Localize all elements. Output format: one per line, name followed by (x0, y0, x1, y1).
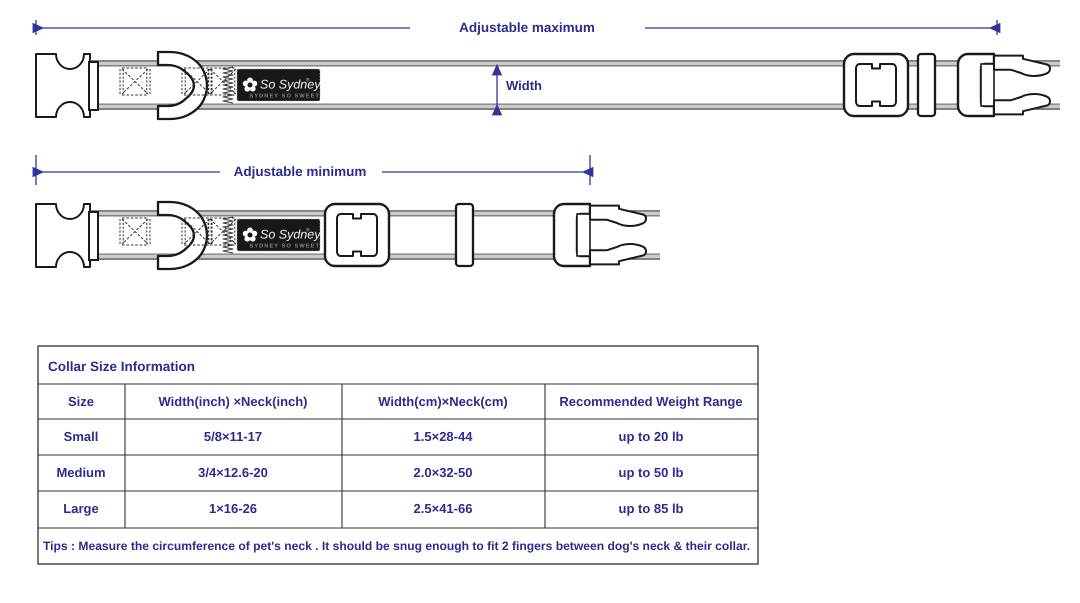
svg-text:Collar Size Information: Collar Size Information (48, 359, 195, 374)
svg-text:1×16-26: 1×16-26 (209, 501, 257, 516)
svg-text:Width(cm)×Neck(cm): Width(cm)×Neck(cm) (378, 394, 508, 409)
svg-text:up to 20 lb: up to 20 lb (619, 429, 684, 444)
svg-text:Width(inch) ×Neck(inch): Width(inch) ×Neck(inch) (158, 394, 307, 409)
svg-text:Width: Width (506, 78, 542, 93)
svg-text:2.5×41-66: 2.5×41-66 (414, 501, 473, 516)
svg-text:1.5×28-44: 1.5×28-44 (414, 429, 474, 444)
svg-text:Tips : Measure the circumferen: Tips : Measure the circumference of pet'… (43, 539, 750, 553)
svg-text:up to 85 lb: up to 85 lb (619, 501, 684, 516)
svg-text:3/4×12.6-20: 3/4×12.6-20 (198, 465, 268, 480)
svg-text:Small: Small (64, 429, 99, 444)
svg-text:Medium: Medium (56, 465, 105, 480)
svg-text:2.0×32-50: 2.0×32-50 (414, 465, 473, 480)
svg-text:Recommended Weight Range: Recommended Weight Range (559, 394, 742, 409)
svg-text:Large: Large (63, 501, 98, 516)
svg-text:Adjustable minimum: Adjustable minimum (234, 164, 367, 179)
svg-text:Adjustable maximum: Adjustable maximum (459, 20, 595, 35)
svg-text:Size: Size (68, 394, 94, 409)
svg-text:up to 50 lb: up to 50 lb (619, 465, 684, 480)
svg-text:5/8×11-17: 5/8×11-17 (204, 429, 262, 444)
